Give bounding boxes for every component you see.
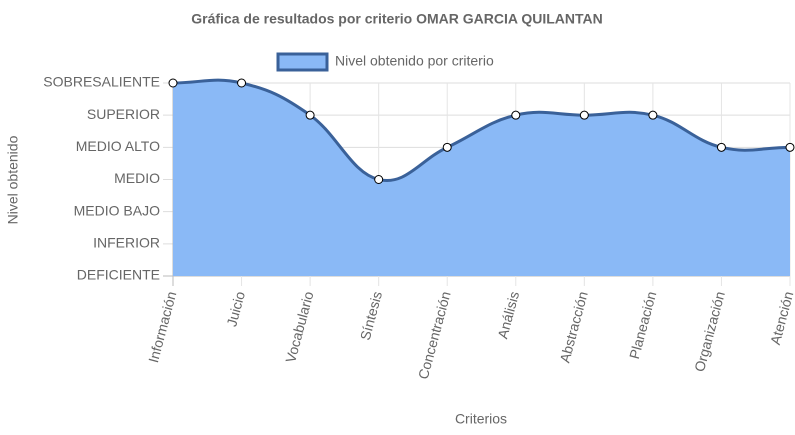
y-tick-label: MEDIO <box>114 170 160 186</box>
x-tick-label: Abstracción <box>556 290 590 365</box>
x-tick-label: Planeación <box>626 290 659 361</box>
point <box>374 175 384 184</box>
x-tick-label: Información <box>145 290 179 365</box>
y-tick-label: MEDIO BAJO <box>74 202 160 218</box>
y-tick-label: DEFICIENTE <box>77 267 160 283</box>
x-tick-label: Concentración <box>415 290 454 381</box>
x-tick-label: Atención <box>767 290 795 347</box>
x-tick-label: Síntesis <box>357 290 385 342</box>
point <box>648 110 658 120</box>
point <box>168 78 178 88</box>
y-tick-label: SOBRESALIENTE <box>43 74 160 90</box>
point <box>237 78 247 88</box>
point <box>305 110 315 120</box>
point <box>442 142 452 152</box>
point <box>716 142 726 152</box>
point <box>785 142 795 152</box>
x-tick-label: Vocabulario <box>282 289 316 364</box>
x-tick-label: Juicio <box>223 289 248 328</box>
y-axis-label: Nivel obtenido <box>5 135 21 224</box>
point <box>511 110 521 120</box>
legend-label: Nivel obtenido por criterio <box>335 53 494 69</box>
x-tick-label: Análisis <box>494 290 522 341</box>
x-tick-label: Organización <box>691 290 728 374</box>
y-tick-label: MEDIO ALTO <box>76 138 160 154</box>
x-axis-label: Criterios <box>455 411 507 427</box>
point <box>579 110 589 120</box>
y-tick-label: INFERIOR <box>93 235 160 251</box>
chart-title: Gráfica de resultados por criterio OMAR … <box>191 11 603 27</box>
y-tick-label: SUPERIOR <box>87 106 160 122</box>
line <box>172 78 791 183</box>
area-fill <box>173 80 790 276</box>
legend-swatch <box>276 52 329 72</box>
